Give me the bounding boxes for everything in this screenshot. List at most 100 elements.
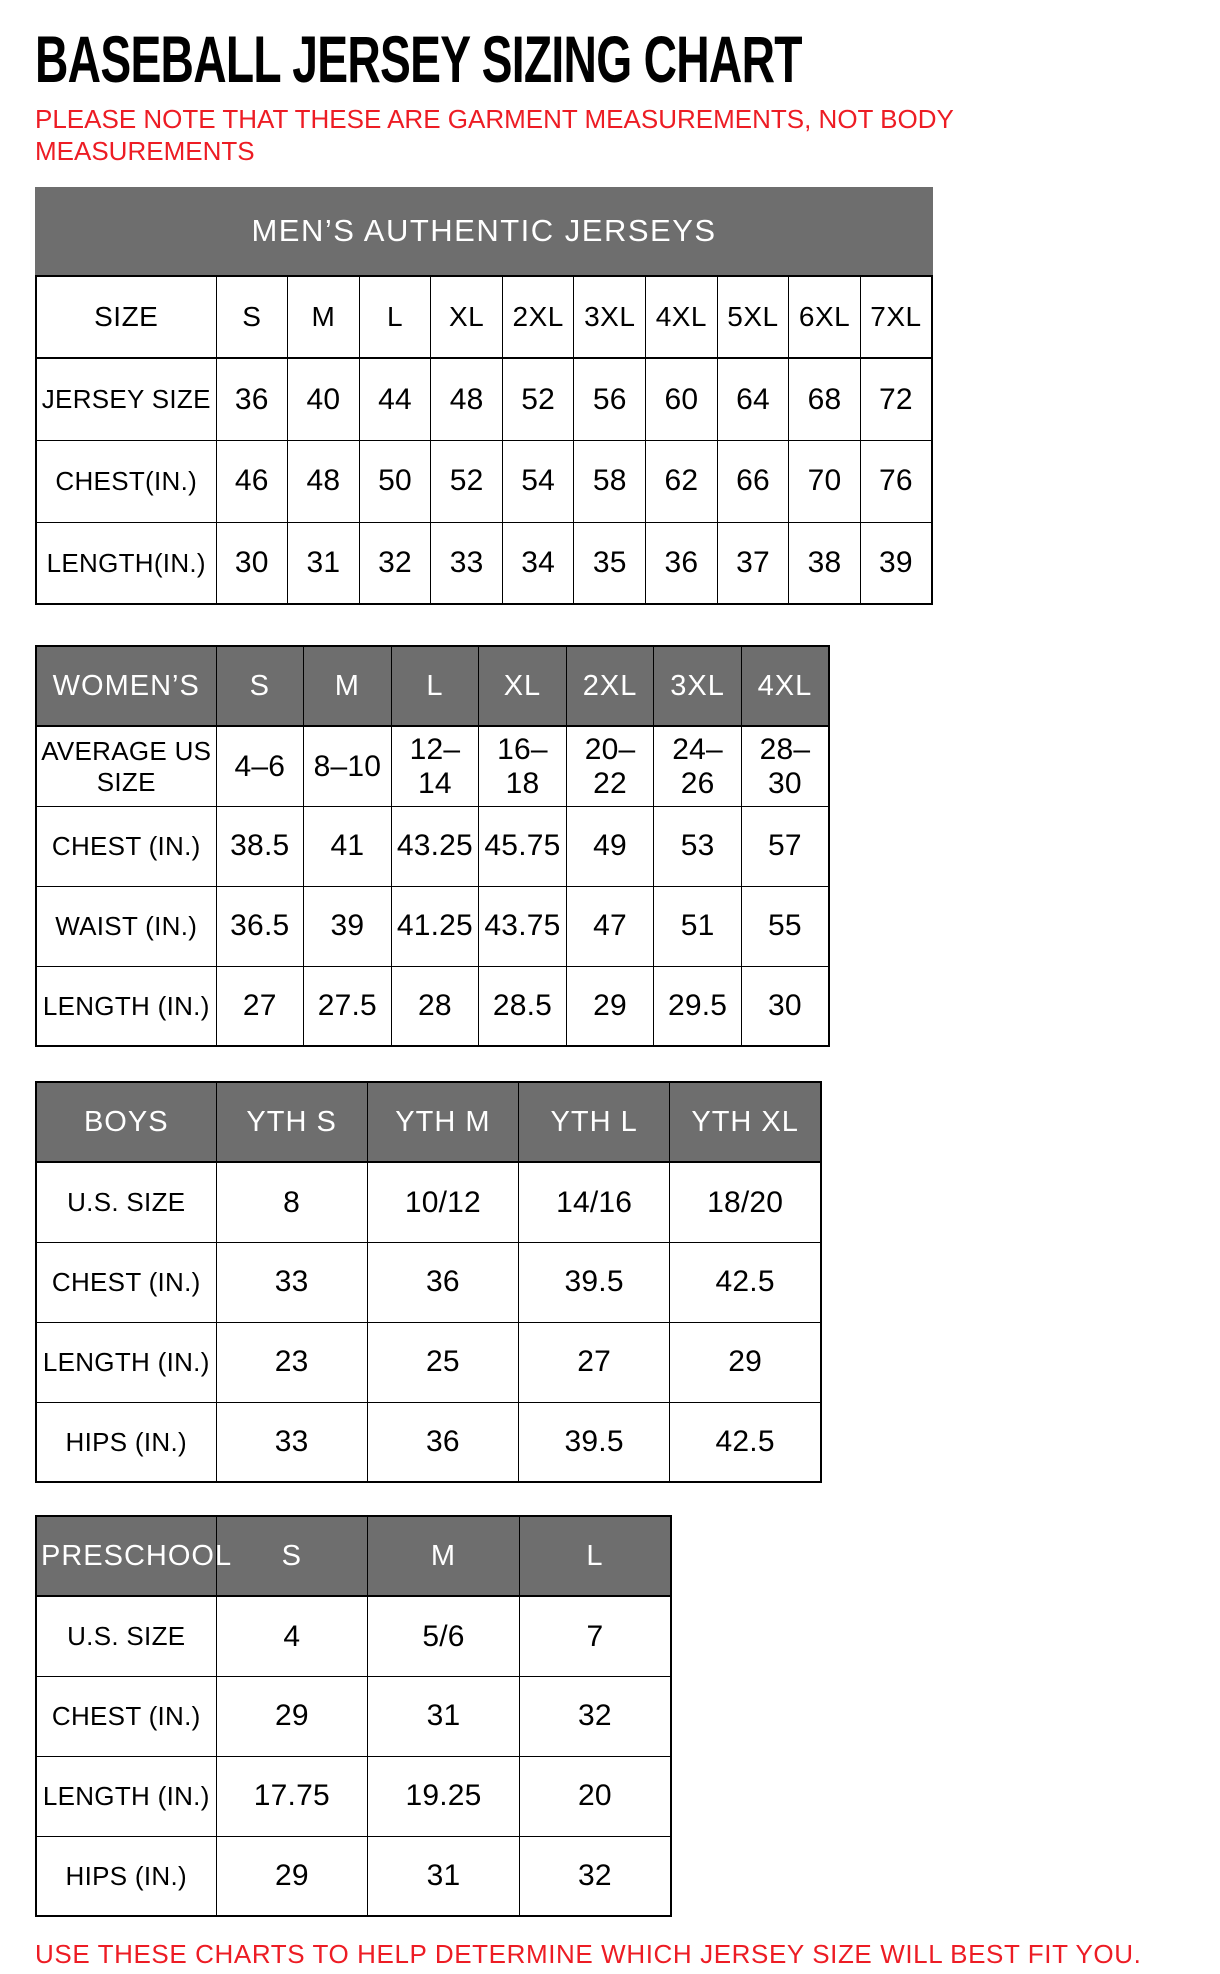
measurement-value-cell: 43.75 bbox=[478, 885, 567, 967]
garment-measurements-note: PLEASE NOTE THAT THESE ARE GARMENT MEASU… bbox=[35, 104, 954, 166]
size-column-header: M bbox=[367, 1515, 520, 1598]
measurement-row: CHEST (IN.) 38.5 41 43.25 45.75 49 53 57 bbox=[35, 805, 830, 887]
measurement-row-label: U.S. SIZE bbox=[35, 1161, 217, 1243]
measurement-value-cell: 4–6 bbox=[215, 725, 305, 807]
measurement-row-label: HIPS (IN.) bbox=[35, 1401, 217, 1483]
measurement-row-label: WAIST (IN.) bbox=[35, 885, 217, 967]
measurement-row-label: LENGTH(IN.) bbox=[35, 521, 217, 605]
measurement-value-cell: 47 bbox=[565, 885, 655, 967]
measurement-value-cell: 7 bbox=[518, 1595, 672, 1677]
womens-jerseys-header-row: WOMEN’S S M L XL 2XL 3XL 4XL bbox=[35, 645, 830, 728]
womens-jerseys: WOMEN’S S M L XL 2XL 3XL 4XL AVERAGE US SIZE 4–6 8… bbox=[35, 645, 1220, 1048]
measurement-row: U.S. SIZE 8 10/12 14/16 18/20 bbox=[35, 1161, 822, 1243]
measurement-row: LENGTH(IN.) 30 31 32 33 34 35 36 37 38 39 bbox=[35, 521, 933, 605]
measurement-value-cell: 37 bbox=[716, 521, 790, 605]
size-column-header: XL bbox=[430, 275, 503, 360]
measurement-value-cell: 58 bbox=[573, 439, 647, 523]
preschool-jerseys-table: PRESCHOOL S M L U.S. SIZE 4 5/6 7 CHEST (IN.) 29 3… bbox=[35, 1515, 672, 1918]
measurement-value-cell: 32 bbox=[358, 521, 432, 605]
size-column-header: S bbox=[215, 645, 305, 728]
preschool-jerseys-header-row: PRESCHOOL S M L bbox=[35, 1515, 672, 1598]
measurement-value-cell: 72 bbox=[859, 357, 933, 441]
measurement-value-cell: 25 bbox=[366, 1321, 520, 1403]
measurement-value-cell: 31 bbox=[367, 1835, 520, 1917]
size-column-header: YTH L bbox=[517, 1081, 671, 1164]
size-column-header: XL bbox=[478, 645, 567, 728]
measurement-value-cell: 4 bbox=[215, 1595, 369, 1677]
measurement-value-cell: 46 bbox=[215, 439, 289, 523]
measurement-row-label: U.S. SIZE bbox=[35, 1595, 217, 1677]
measurement-value-cell: 8–10 bbox=[303, 725, 392, 807]
measurement-value-cell: 8 bbox=[215, 1161, 368, 1243]
measurement-value-cell: 36 bbox=[366, 1401, 520, 1483]
measurement-row-label: HIPS (IN.) bbox=[35, 1835, 217, 1917]
measurement-value-cell: 42.5 bbox=[669, 1401, 822, 1483]
measurement-row: HIPS (IN.) 33 36 39.5 42.5 bbox=[35, 1401, 822, 1483]
measurement-row: AVERAGE US SIZE 4–6 8–10 12–14 16–18 20–22 24–… bbox=[35, 725, 830, 807]
preschool-jerseys-header-label: PRESCHOOL bbox=[35, 1515, 231, 1598]
measurement-value-cell: 50 bbox=[358, 439, 432, 523]
fit-guidance-note: USE THESE CHARTS TO HELP DETERMINE WHICH… bbox=[35, 1939, 1142, 1970]
size-column-header: YTH XL bbox=[669, 1081, 822, 1164]
size-column-header: L bbox=[358, 275, 432, 360]
measurement-value-cell: 29.5 bbox=[653, 965, 742, 1047]
measurement-value-cell: 39 bbox=[303, 885, 392, 967]
measurement-value-cell: 33 bbox=[215, 1401, 368, 1483]
size-column-header: 2XL bbox=[501, 275, 575, 360]
measurement-value-cell: 16–18 bbox=[478, 725, 567, 807]
measurement-value-cell: 27 bbox=[215, 965, 305, 1047]
measurement-row: CHEST(IN.) 46 48 50 52 54 58 62 66 70 76 bbox=[35, 439, 933, 523]
measurement-value-cell: 41.25 bbox=[390, 885, 480, 967]
mens-authentic-jerseys-banner: MEN’S AUTHENTIC JERSEYS bbox=[35, 187, 933, 276]
measurement-value-cell: 49 bbox=[565, 805, 655, 887]
measurement-value-cell: 68 bbox=[788, 357, 861, 441]
measurement-value-cell: 18/20 bbox=[669, 1161, 822, 1243]
measurement-value-cell: 27 bbox=[517, 1321, 671, 1403]
measurement-value-cell: 29 bbox=[215, 1835, 369, 1917]
measurement-value-cell: 56 bbox=[573, 357, 647, 441]
measurement-value-cell: 29 bbox=[565, 965, 655, 1047]
page-title-text: BASEBALL JERSEY SIZING CHART bbox=[35, 22, 802, 96]
size-column-header: 6XL bbox=[788, 275, 861, 360]
measurement-row-label: LENGTH (IN.) bbox=[35, 965, 217, 1047]
womens-jerseys-table: WOMEN’S S M L XL 2XL 3XL 4XL AVERAGE US SIZE 4–6 8… bbox=[35, 645, 830, 1048]
page-title: BASEBALL JERSEY SIZING CHART bbox=[35, 22, 1220, 96]
measurement-value-cell: 12–14 bbox=[390, 725, 480, 807]
measurement-value-cell: 33 bbox=[215, 1241, 368, 1323]
measurement-value-cell: 64 bbox=[716, 357, 790, 441]
measurement-value-cell: 53 bbox=[653, 805, 742, 887]
size-column-header: YTH S bbox=[215, 1081, 368, 1164]
measurement-value-cell: 33 bbox=[430, 521, 503, 605]
measurement-value-cell: 48 bbox=[430, 357, 503, 441]
measurement-value-cell: 76 bbox=[859, 439, 933, 523]
size-column-header: L bbox=[518, 1515, 672, 1598]
measurement-value-cell: 43.25 bbox=[390, 805, 480, 887]
size-column-header: 2XL bbox=[565, 645, 655, 728]
measurement-value-cell: 24–26 bbox=[653, 725, 742, 807]
size-column-header: 5XL bbox=[716, 275, 790, 360]
measurement-row: LENGTH (IN.) 17.75 19.25 20 bbox=[35, 1755, 672, 1837]
measurement-value-cell: 28 bbox=[390, 965, 480, 1047]
size-column-header: M bbox=[287, 275, 360, 360]
boys-jerseys-table: BOYS YTH S YTH M YTH L YTH XL U.S. SIZE 8 10/12… bbox=[35, 1081, 822, 1484]
measurement-value-cell: 29 bbox=[215, 1675, 369, 1757]
measurement-value-cell: 42.5 bbox=[669, 1241, 822, 1323]
measurement-value-cell: 55 bbox=[740, 885, 830, 967]
measurement-value-cell: 28–30 bbox=[740, 725, 830, 807]
measurement-value-cell: 31 bbox=[287, 521, 360, 605]
boys-jerseys-header-label: BOYS bbox=[35, 1081, 217, 1164]
measurement-value-cell: 36 bbox=[366, 1241, 520, 1323]
measurement-value-cell: 39 bbox=[859, 521, 933, 605]
measurement-value-cell: 29 bbox=[669, 1321, 822, 1403]
measurement-value-cell: 32 bbox=[518, 1675, 672, 1757]
measurement-value-cell: 32 bbox=[518, 1835, 672, 1917]
measurement-value-cell: 40 bbox=[287, 357, 360, 441]
measurement-row: LENGTH (IN.) 23 25 27 29 bbox=[35, 1321, 822, 1403]
size-column-header: 3XL bbox=[573, 275, 647, 360]
mens-authentic-jerseys-header-row: SIZE S M L XL 2XL 3XL 4XL 5XL 6XL 7XL bbox=[35, 275, 933, 360]
measurement-value-cell: 30 bbox=[740, 965, 830, 1047]
measurement-value-cell: 39.5 bbox=[517, 1401, 671, 1483]
boys-jerseys: BOYS YTH S YTH M YTH L YTH XL U.S. SIZE 8 10/12… bbox=[35, 1081, 1220, 1484]
measurement-row: JERSEY SIZE 36 40 44 48 52 56 60 64 68 72 bbox=[35, 357, 933, 441]
